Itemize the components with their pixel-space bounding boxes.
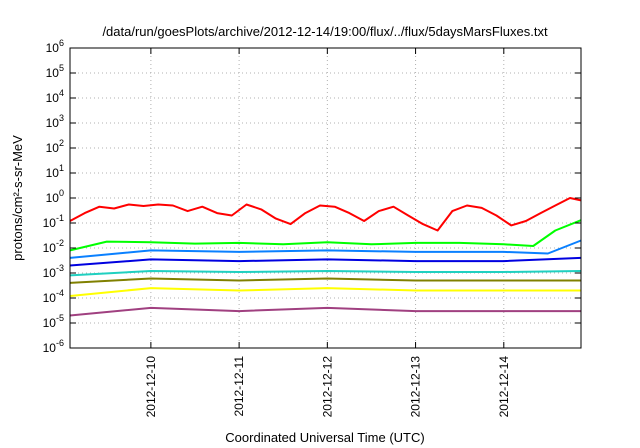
y-tick-label: 10-2 bbox=[43, 238, 64, 255]
y-tick-base: 10 bbox=[46, 91, 60, 105]
y-tick-label: 10-6 bbox=[43, 338, 64, 355]
x-axis-label: Coordinated Universal Time (UTC) bbox=[225, 430, 424, 445]
chart-title: /data/run/goesPlots/archive/2012-12-14/1… bbox=[102, 24, 548, 39]
y-tick-label: 10-5 bbox=[43, 313, 64, 330]
y-tick-exp: -1 bbox=[56, 213, 64, 223]
grid-lines bbox=[70, 48, 581, 348]
series-line-4 bbox=[69, 256, 582, 267]
y-tick-base: 10 bbox=[43, 266, 57, 280]
y-tick-label: 10-1 bbox=[43, 213, 64, 230]
y-tick-exp: -2 bbox=[56, 238, 64, 248]
series-line-3 bbox=[69, 239, 582, 259]
y-tick-label: 100 bbox=[46, 188, 64, 205]
y-tick-exp: 2 bbox=[59, 138, 64, 148]
series-line-6 bbox=[69, 277, 581, 284]
y-tick-exp: -5 bbox=[56, 313, 64, 323]
series-layer bbox=[69, 197, 582, 317]
y-tick-base: 10 bbox=[43, 316, 57, 330]
y-tick-base: 10 bbox=[46, 166, 60, 180]
y-tick-exp: -3 bbox=[56, 263, 64, 273]
y-tick-exp: 0 bbox=[59, 188, 64, 198]
y-tick-base: 10 bbox=[43, 241, 57, 255]
y-tick-exp: -4 bbox=[56, 288, 64, 298]
series-line-5 bbox=[69, 270, 582, 277]
y-axis-label: protons/cm²-s-sr-MeV bbox=[10, 135, 25, 261]
y-axis-ticks: 10610510410310210110010-110-210-310-410-… bbox=[43, 38, 581, 355]
x-axis-ticks: 2012-12-10 2012-12-11 2012-12-12 2012-12-13… bbox=[144, 48, 511, 417]
series-line-7 bbox=[69, 287, 581, 297]
y-tick-label: 102 bbox=[46, 138, 64, 155]
x-tick-label: 2012-12-10 bbox=[144, 356, 158, 418]
y-tick-base: 10 bbox=[46, 66, 60, 80]
series-line-2 bbox=[69, 219, 582, 252]
y-tick-label: 106 bbox=[46, 38, 64, 55]
y-tick-base: 10 bbox=[46, 191, 60, 205]
x-tick-label: 2012-12-13 bbox=[409, 356, 423, 418]
y-tick-label: 101 bbox=[46, 163, 64, 180]
y-tick-label: 10-3 bbox=[43, 263, 64, 280]
y-tick-label: 105 bbox=[46, 63, 64, 80]
y-tick-label: 10-4 bbox=[43, 288, 64, 305]
series-line-8 bbox=[69, 306, 581, 317]
y-tick-exp: -6 bbox=[56, 338, 64, 348]
y-tick-label: 103 bbox=[46, 113, 64, 130]
x-tick-label: 2012-12-14 bbox=[497, 356, 511, 418]
y-tick-base: 10 bbox=[43, 341, 57, 355]
y-tick-base: 10 bbox=[43, 291, 57, 305]
y-tick-exp: 3 bbox=[59, 113, 64, 123]
y-tick-base: 10 bbox=[46, 141, 60, 155]
y-tick-base: 10 bbox=[43, 216, 57, 230]
y-tick-label: 104 bbox=[46, 88, 64, 105]
y-tick-base: 10 bbox=[46, 41, 60, 55]
y-tick-exp: 4 bbox=[59, 88, 64, 98]
y-tick-exp: 6 bbox=[59, 38, 64, 48]
x-tick-label: 2012-12-11 bbox=[232, 356, 246, 417]
x-tick-label: 2012-12-12 bbox=[320, 356, 334, 418]
y-tick-base: 10 bbox=[46, 116, 60, 130]
series-line-1 bbox=[69, 197, 582, 232]
y-tick-exp: 1 bbox=[59, 163, 64, 173]
y-tick-exp: 5 bbox=[59, 63, 64, 73]
